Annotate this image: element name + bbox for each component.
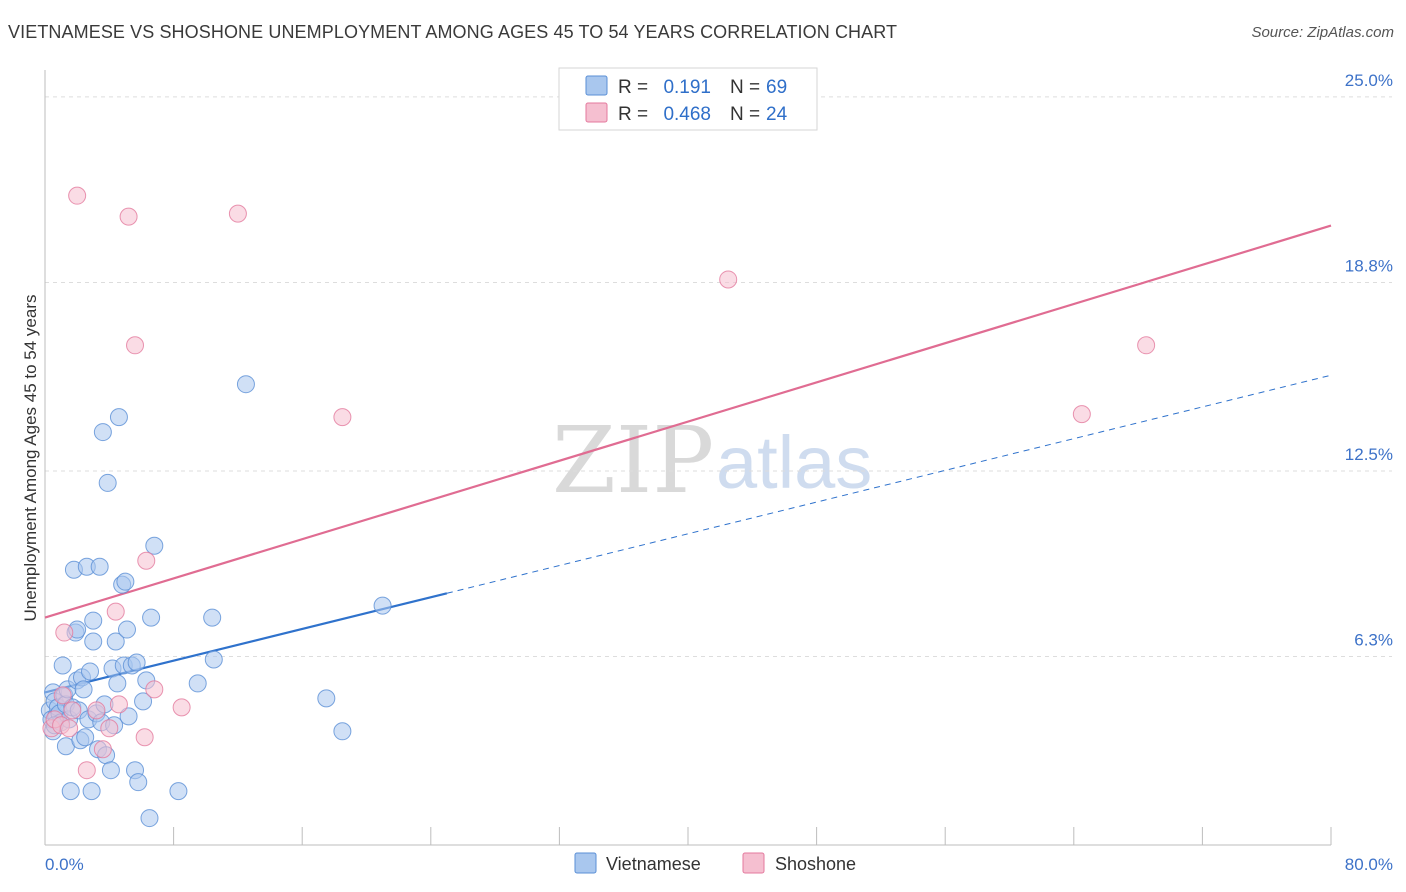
point-shoshone [172, 698, 191, 717]
point-shoshone [106, 602, 125, 621]
trend-line-vietnamese-projection [446, 374, 1332, 594]
legend-label-shoshone: Shoshone [775, 854, 856, 874]
point-shoshone [228, 204, 247, 223]
legend-swatch-shoshone [585, 102, 608, 123]
point-shoshone [60, 719, 79, 738]
point-shoshone [55, 623, 74, 642]
point-vietnamese [142, 608, 161, 627]
point-shoshone [87, 701, 106, 720]
point-shoshone [145, 680, 164, 699]
x-tick-labels: 0.0% 80.0% [45, 855, 1393, 874]
point-shoshone [1137, 336, 1156, 355]
legend-n-value-vietnamese: 69 [766, 77, 787, 98]
point-vietnamese [134, 692, 153, 711]
series-legend: Vietnamese Shoshone [574, 852, 856, 874]
point-shoshone [719, 270, 738, 289]
y-tick-label: 18.8% [1345, 256, 1393, 275]
point-vietnamese [127, 653, 146, 672]
legend-n-label: N = [730, 104, 760, 125]
point-shoshone [333, 408, 352, 427]
point-vietnamese [82, 782, 101, 801]
point-vietnamese [317, 689, 336, 708]
point-vietnamese [145, 536, 164, 555]
point-vietnamese [90, 557, 109, 576]
point-vietnamese [93, 423, 112, 442]
legend-swatch-vietnamese [574, 852, 597, 874]
gridlines [45, 96, 1392, 657]
point-shoshone [93, 740, 112, 759]
y-axis-title: Unemployment Among Ages 45 to 54 years [21, 295, 40, 622]
point-vietnamese [74, 680, 93, 699]
trend-line-shoshone [44, 224, 1332, 619]
y-tick-label: 12.5% [1345, 445, 1393, 464]
point-vietnamese [236, 375, 255, 394]
x-tick-label: 0.0% [45, 855, 84, 874]
watermark: ZIP atlas [552, 407, 872, 514]
legend-r-label: R = [618, 104, 648, 125]
point-vietnamese [101, 761, 120, 780]
legend-r-value-vietnamese: 0.191 [663, 77, 711, 98]
legend-r-value-shoshone: 0.468 [663, 104, 711, 125]
point-shoshone [68, 186, 87, 205]
point-vietnamese [333, 722, 352, 741]
point-vietnamese [188, 674, 207, 693]
point-shoshone [100, 719, 119, 738]
point-shoshone [53, 686, 72, 705]
point-vietnamese [373, 596, 392, 615]
source-label: Source: ZipAtlas.com [1251, 24, 1394, 41]
y-tick-label: 6.3% [1354, 630, 1393, 649]
point-vietnamese [116, 572, 135, 591]
point-vietnamese [98, 473, 117, 492]
point-vietnamese [169, 782, 188, 801]
point-vietnamese [119, 707, 138, 726]
point-vietnamese [129, 773, 148, 792]
legend-r-label: R = [618, 77, 648, 98]
point-vietnamese [203, 608, 222, 627]
point-shoshone [63, 701, 82, 720]
point-vietnamese [81, 662, 100, 681]
point-vietnamese [84, 632, 103, 651]
point-shoshone [119, 207, 138, 226]
scatter-points [40, 186, 1156, 828]
point-shoshone [1072, 405, 1091, 424]
point-shoshone [109, 695, 128, 714]
y-tick-label: 25.0% [1345, 71, 1393, 90]
y-tick-labels: 6.3% 12.5% 18.8% 25.0% [1345, 71, 1393, 650]
point-vietnamese [106, 632, 125, 651]
point-vietnamese [108, 674, 127, 693]
point-vietnamese [204, 650, 223, 669]
point-shoshone [77, 761, 96, 780]
point-vietnamese [117, 620, 136, 639]
point-vietnamese [53, 656, 72, 675]
point-vietnamese [61, 782, 80, 801]
point-vietnamese [109, 408, 128, 427]
chart-title: VIETNAMESE VS SHOSHONE UNEMPLOYMENT AMON… [8, 22, 898, 42]
correlation-legend: R = 0.191 N = 69 R = 0.468 N = 24 [558, 67, 818, 131]
point-shoshone [126, 336, 145, 355]
watermark-zip: ZIP [552, 407, 714, 514]
point-shoshone [135, 728, 154, 747]
point-shoshone [137, 551, 156, 570]
point-vietnamese [84, 611, 103, 630]
x-tick-label: 80.0% [1345, 855, 1393, 874]
point-vietnamese [76, 728, 95, 747]
point-vietnamese [140, 809, 159, 828]
legend-swatch-shoshone [742, 852, 765, 874]
legend-n-label: N = [730, 77, 760, 98]
legend-swatch-vietnamese [585, 75, 608, 96]
legend-n-value-shoshone: 24 [766, 104, 788, 125]
legend-label-vietnamese: Vietnamese [606, 854, 701, 874]
watermark-atlas: atlas [716, 421, 872, 504]
